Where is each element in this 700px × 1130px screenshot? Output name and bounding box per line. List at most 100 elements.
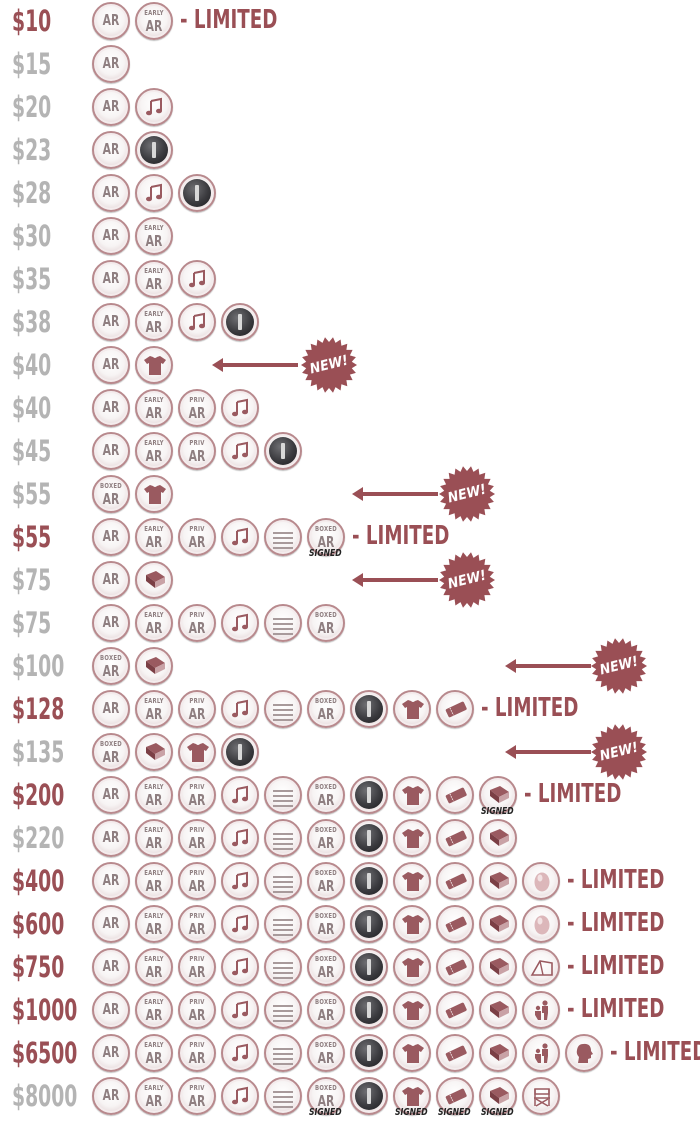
book-icon bbox=[490, 1001, 509, 1018]
limited-label: - LIMITED bbox=[567, 908, 665, 938]
music-note-icon bbox=[189, 269, 205, 288]
boxed-ar-badge: BOXED AR bbox=[307, 518, 345, 556]
badge-label: BOXED bbox=[315, 912, 337, 920]
shirt-badge bbox=[393, 776, 431, 814]
early-ar-badge: EARLY AR bbox=[135, 604, 173, 642]
egg-badge bbox=[522, 905, 560, 943]
early-ar-badge: EARLY AR bbox=[135, 690, 173, 728]
book-icon bbox=[490, 872, 509, 889]
chair-badge bbox=[522, 1077, 560, 1115]
ar-badge: AR bbox=[92, 432, 130, 470]
badge-label: AR bbox=[188, 963, 206, 981]
music-note-icon bbox=[232, 785, 248, 804]
tent-badge bbox=[522, 948, 560, 986]
badge-label: AR bbox=[145, 920, 163, 938]
egg-badge bbox=[522, 862, 560, 900]
ar-badge: AR bbox=[92, 776, 130, 814]
ticket-icon bbox=[445, 1045, 467, 1062]
shirt-badge bbox=[393, 819, 431, 857]
tier-price: $55 bbox=[12, 520, 52, 554]
badge-label: EARLY bbox=[144, 1041, 164, 1049]
boxed-ar-badge: BOXED AR bbox=[307, 948, 345, 986]
music-note-icon bbox=[232, 441, 248, 460]
ar-badge: AR bbox=[92, 217, 130, 255]
tier-price: $600 bbox=[12, 907, 65, 941]
private-ar-badge: PRIV AR bbox=[178, 1034, 216, 1072]
music-note-icon bbox=[232, 1086, 248, 1105]
disc-icon bbox=[355, 824, 383, 852]
ar-badge: AR bbox=[92, 131, 130, 169]
reward-tier-row: $135 BOXED AR NEW! bbox=[0, 724, 700, 780]
badge-label: BOXED bbox=[315, 611, 337, 619]
music-note-icon bbox=[232, 828, 248, 847]
limited-label: - LIMITED bbox=[352, 521, 450, 551]
dark-disc-badge bbox=[350, 690, 388, 728]
badge-label: AR bbox=[317, 791, 335, 809]
ar-badge: AR bbox=[92, 561, 130, 599]
reward-tier-row: $75 AR EARLY AR PRIV AR BOXED AR bbox=[0, 602, 700, 645]
reward-tier-row: $28 AR bbox=[0, 172, 700, 215]
badge-label: AR bbox=[145, 232, 163, 250]
badge-label: AR bbox=[317, 705, 335, 723]
badge-label: AR bbox=[102, 828, 120, 846]
dark-disc-badge bbox=[350, 905, 388, 943]
badge-label: AR bbox=[145, 705, 163, 723]
reward-tier-row: $8000 AR EARLY AR PRIV AR BOXED AR SIGNED SIGNED… bbox=[0, 1075, 700, 1118]
note-badge bbox=[221, 819, 259, 857]
book-icon bbox=[490, 829, 509, 846]
signed-note: SIGNED bbox=[438, 1107, 471, 1118]
dark-disc-badge bbox=[221, 733, 259, 771]
ticket-icon bbox=[445, 873, 467, 890]
private-ar-badge: PRIV AR bbox=[178, 518, 216, 556]
credits-text-badge bbox=[264, 905, 302, 943]
badge-label: EARLY bbox=[144, 611, 164, 619]
credits-text-badge bbox=[264, 690, 302, 728]
badge-label: AR bbox=[102, 11, 120, 29]
ticket-badge bbox=[436, 1077, 474, 1115]
badge-label: AR bbox=[102, 613, 120, 631]
tier-price: $28 bbox=[12, 176, 52, 210]
badge-label: EARLY bbox=[144, 439, 164, 447]
disc-icon bbox=[140, 136, 168, 164]
badge-label: BOXED bbox=[315, 1041, 337, 1049]
music-note-icon bbox=[232, 398, 248, 417]
early-ar-badge: EARLY AR bbox=[135, 991, 173, 1029]
badge-label: AR bbox=[102, 54, 120, 72]
tshirt-icon bbox=[402, 700, 424, 719]
ticket-badge bbox=[436, 690, 474, 728]
ar-badge: AR bbox=[92, 88, 130, 126]
private-ar-badge: PRIV AR bbox=[178, 991, 216, 1029]
early-ar-badge: EARLY AR bbox=[135, 2, 173, 40]
credits-text-badge bbox=[264, 1034, 302, 1072]
credits-text-lines-icon bbox=[270, 959, 296, 982]
tier-price: $35 bbox=[12, 262, 52, 296]
badge-label: AR bbox=[102, 914, 120, 932]
early-ar-badge: EARLY AR bbox=[135, 862, 173, 900]
private-ar-badge: PRIV AR bbox=[178, 690, 216, 728]
book-badge bbox=[135, 561, 173, 599]
credits-text-badge bbox=[264, 518, 302, 556]
tshirt-icon bbox=[402, 958, 424, 977]
head-badge bbox=[565, 1034, 603, 1072]
disc-icon bbox=[226, 738, 254, 766]
private-ar-badge: PRIV AR bbox=[178, 819, 216, 857]
badge-label: EARLY bbox=[144, 912, 164, 920]
badge-label: AR bbox=[145, 17, 163, 35]
badge-label: AR bbox=[102, 312, 120, 330]
tshirt-icon bbox=[144, 485, 166, 504]
credits-text-badge bbox=[264, 948, 302, 986]
tent-icon bbox=[530, 960, 553, 976]
boxed-ar-badge: BOXED AR bbox=[307, 1077, 345, 1115]
badge-label: AR bbox=[102, 140, 120, 158]
badge-label: AR bbox=[188, 877, 206, 895]
badge-label: BOXED bbox=[315, 955, 337, 963]
note-badge bbox=[178, 260, 216, 298]
reward-tier-row: $15 AR bbox=[0, 43, 700, 86]
shirt-badge bbox=[393, 905, 431, 943]
early-ar-badge: EARLY AR bbox=[135, 1034, 173, 1072]
egg-icon bbox=[534, 872, 550, 892]
ar-badge: AR bbox=[92, 260, 130, 298]
signed-note: SIGNED bbox=[309, 548, 342, 559]
book-badge bbox=[479, 819, 517, 857]
tier-price: $40 bbox=[12, 391, 52, 425]
